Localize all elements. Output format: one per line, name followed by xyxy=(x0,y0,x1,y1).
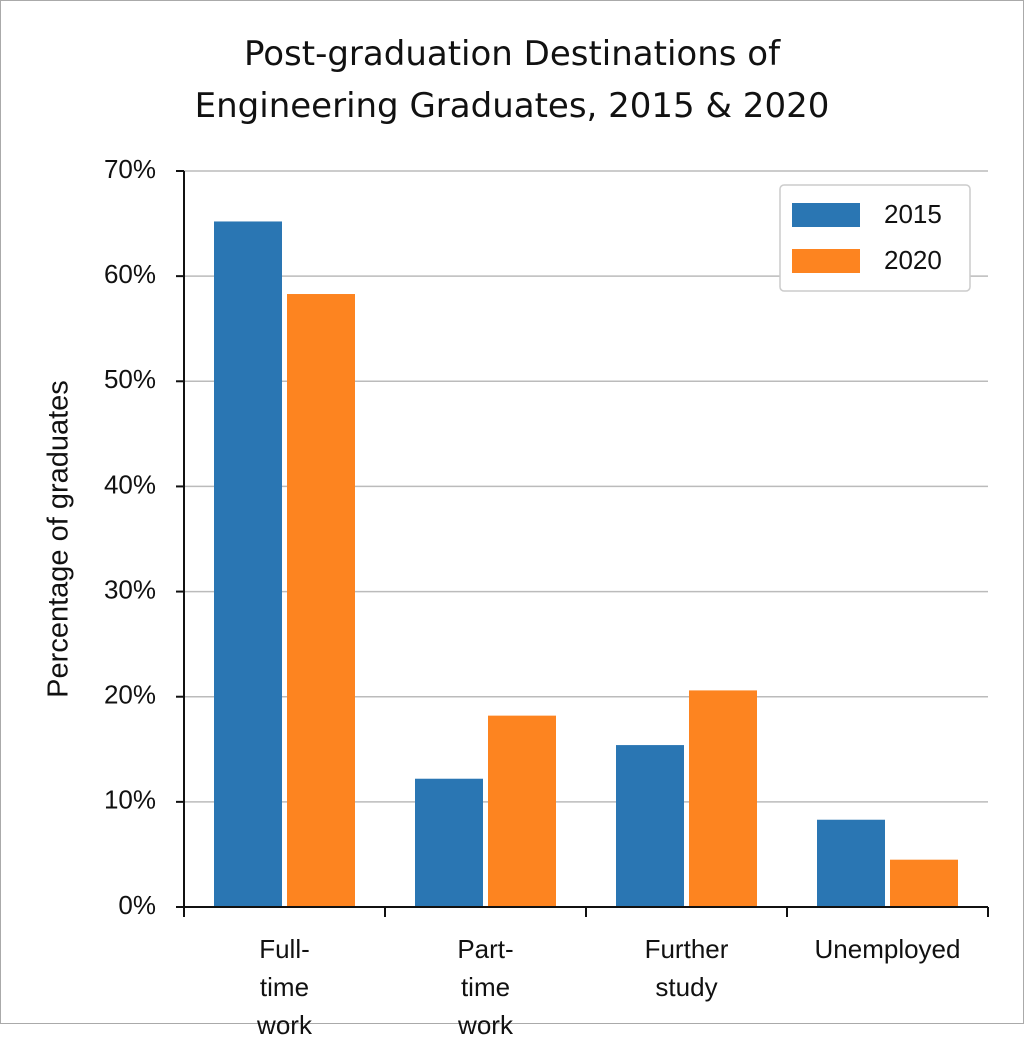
y-tick-label: 40% xyxy=(104,469,156,499)
legend-label: 2015 xyxy=(884,199,942,229)
chart-title: Post-graduation Destinations of Engineer… xyxy=(194,34,830,126)
legend-label: 2020 xyxy=(884,245,942,275)
y-tick-label: 20% xyxy=(104,680,156,710)
bar xyxy=(616,745,684,907)
y-tick-label: 50% xyxy=(104,364,156,394)
bar xyxy=(817,819,885,907)
bar xyxy=(287,294,355,907)
y-tick-label: 0% xyxy=(118,890,156,920)
bar xyxy=(890,859,958,907)
y-tick-label: 70% xyxy=(104,154,156,184)
x-tick-label: Further study xyxy=(644,934,729,1002)
x-tick-label-box: Part-time work xyxy=(385,930,586,1044)
legend-swatch xyxy=(792,203,860,227)
y-tick-label: 60% xyxy=(104,259,156,289)
y-axis-label: Percentage of graduates xyxy=(43,380,75,698)
x-tick-label: Part-time work xyxy=(457,934,514,1040)
bar xyxy=(689,690,757,907)
x-tick-label-box: Full-time work xyxy=(184,930,385,1044)
x-tick-label-box: Further study xyxy=(586,930,787,1006)
bar xyxy=(488,715,556,907)
x-tick-label: Full-time work xyxy=(257,934,312,1040)
y-tick-label: 10% xyxy=(104,785,156,815)
bar xyxy=(415,778,483,907)
x-tick-label-box: Unemployed xyxy=(787,930,988,968)
x-tick-label: Unemployed xyxy=(814,934,961,964)
y-tick-label: 30% xyxy=(104,574,156,604)
bar xyxy=(214,221,282,907)
legend-swatch xyxy=(792,249,860,273)
legend: 2015 2020 xyxy=(779,184,971,292)
